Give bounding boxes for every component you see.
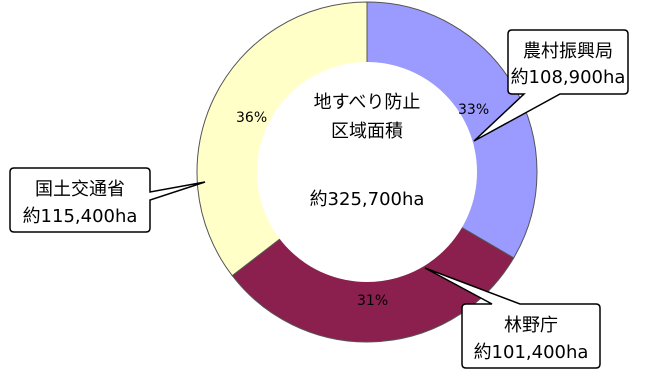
center-title-line2: 区域面積 (331, 121, 403, 142)
callout-area-kokudokotsusho: 約115,400ha (23, 206, 138, 227)
center-total: 約325,700ha (310, 189, 425, 210)
callout-area-rinyacho: 約101,400ha (474, 342, 589, 363)
callout-name-nosonshinko: 農村振興局 (523, 41, 613, 62)
callout-bubble-kokudokotsusho (9, 167, 206, 233)
callout-rinyacho: 林野庁 約101,400ha (424, 267, 601, 369)
center-title-line1: 地すべり防止 (314, 92, 421, 113)
callout-nosonshinko: 農村振興局 約108,900ha (473, 29, 629, 142)
callout-bubble-rinyacho (424, 267, 601, 369)
percent-label-nosonshinko: 33% (458, 102, 489, 118)
donut-hole (257, 62, 477, 282)
callout-name-rinyacho: 林野庁 (504, 315, 558, 336)
callout-kokudokotsusho: 国土交通省 約115,400ha (9, 167, 206, 233)
percent-label-kokudokotsusho: 36% (236, 110, 267, 126)
callout-area-nosonshinko: 約108,900ha (511, 67, 626, 88)
callout-name-kokudokotsusho: 国土交通省 (35, 179, 125, 200)
percent-label-rinyacho: 31% (357, 293, 388, 309)
callout-bubble-nosonshinko (473, 29, 629, 142)
